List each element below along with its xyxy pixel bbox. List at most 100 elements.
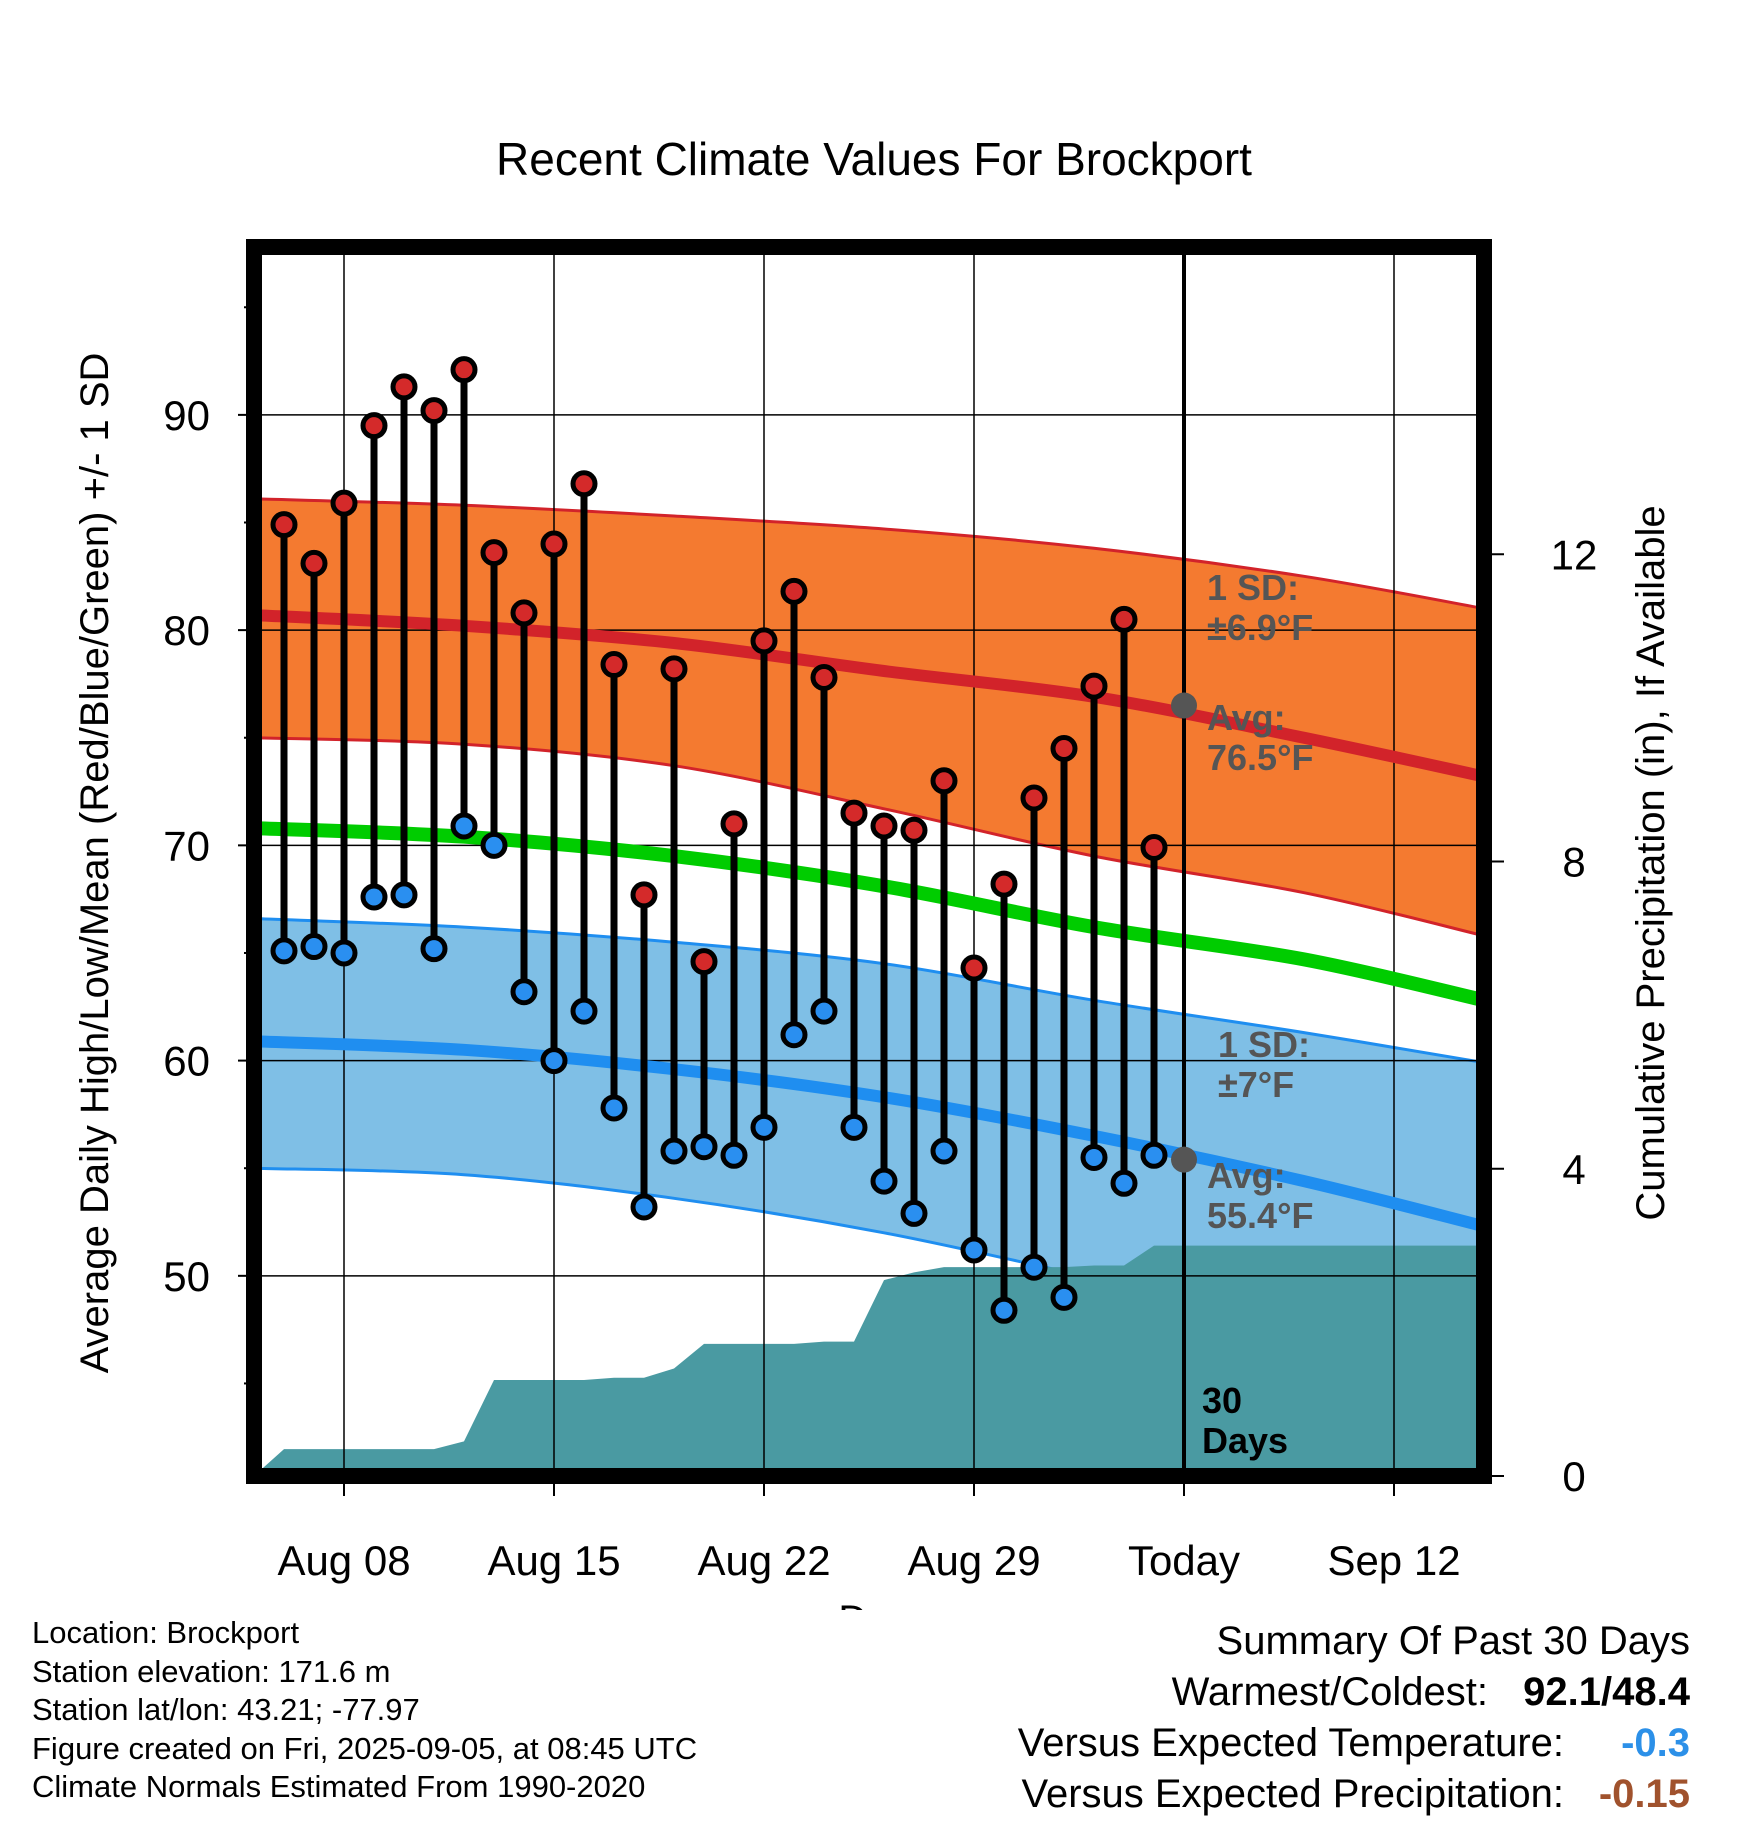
high-point	[660, 655, 688, 683]
x-tick-label: Today	[1128, 1537, 1240, 1584]
low-point	[930, 1137, 958, 1165]
high-point	[1020, 784, 1048, 812]
low-point	[390, 881, 418, 909]
low-point	[720, 1141, 748, 1169]
low-point	[360, 883, 388, 911]
low-point	[510, 978, 538, 1006]
climate-chart: Recent Climate Values For Brockport 1 SD…	[73, 133, 1673, 1610]
high-avg-label: Avg: 76.5°F	[1207, 697, 1313, 778]
station-info: Location: Brockport Station elevation: 1…	[32, 1614, 697, 1807]
low-sd-band	[254, 918, 1484, 1354]
precip-row: Versus Expected Precipitation: -0.15	[1018, 1769, 1690, 1820]
high-point	[1080, 672, 1108, 700]
x-tick-label: Aug 29	[907, 1537, 1040, 1584]
high-point	[1050, 735, 1078, 763]
precip-area	[254, 1245, 1484, 1476]
x-axis-label: Day	[838, 1598, 909, 1610]
low-point	[660, 1137, 688, 1165]
y2-tick-label: 12	[1551, 531, 1598, 578]
low-sd-label: 1 SD: ±7°F	[1218, 1024, 1310, 1105]
high-point	[990, 870, 1018, 898]
high-point	[600, 651, 628, 679]
low-point	[420, 935, 448, 963]
low-avg-marker	[1171, 1146, 1197, 1173]
low-point	[600, 1094, 628, 1122]
elevation-text: Station elevation: 171.6 m	[32, 1653, 391, 1689]
low-point	[450, 812, 478, 840]
high-point	[270, 511, 298, 539]
y-tick-label: 90	[163, 392, 210, 439]
high-point	[510, 599, 538, 627]
high-point	[420, 397, 448, 425]
latlon-text: Station lat/lon: 43.21; -77.97	[32, 1692, 420, 1727]
high-point	[870, 812, 898, 840]
normals-text: Climate Normals Estimated From 1990-2020	[32, 1769, 646, 1804]
high-point	[960, 954, 988, 982]
y-tick-label: 50	[163, 1253, 210, 1300]
low-avg-label: Avg: 55.4°F	[1207, 1155, 1313, 1236]
x-tick-label: Aug 22	[697, 1537, 830, 1584]
y2-tick-label: 0	[1562, 1453, 1585, 1500]
high-point	[750, 627, 778, 655]
low-point	[540, 1047, 568, 1075]
high-point	[1110, 605, 1138, 633]
summary-panel: Summary Of Past 30 Days Warmest/Coldest:…	[1018, 1616, 1690, 1820]
low-point	[630, 1193, 658, 1221]
y2-axis-label: Cumulative Precipitation (in), If Availa…	[1629, 505, 1673, 1220]
x-tick-label: Sep 12	[1327, 1537, 1460, 1584]
low-point	[300, 933, 328, 961]
low-point	[330, 939, 358, 967]
low-point	[1110, 1169, 1138, 1197]
high-point	[690, 948, 718, 976]
low-point	[270, 937, 298, 965]
precip-value: -0.15	[1598, 1772, 1690, 1816]
low-point	[1020, 1253, 1048, 1281]
y-axis-label: Average Daily High/Low/Mean (Red/Blue/Gr…	[73, 353, 117, 1374]
low-point	[810, 997, 838, 1025]
low-point	[780, 1021, 808, 1049]
high-point	[450, 356, 478, 384]
high-point	[900, 816, 928, 844]
high-point	[300, 549, 328, 577]
plot-area: 1 SD: ±6.9°F Avg: 76.5°F 1 SD: ±7°F Avg: 55.4°F…	[254, 247, 1484, 1476]
low-point	[1140, 1141, 1168, 1169]
high-sd-label: 1 SD: ±6.9°F	[1207, 567, 1313, 648]
low-point	[900, 1199, 928, 1227]
high-point	[360, 412, 388, 440]
precip-label: Versus Expected Precipitation:	[1021, 1772, 1564, 1816]
warmest-coldest-label: Warmest/Coldest:	[1171, 1670, 1488, 1714]
low-point	[840, 1113, 868, 1141]
high-point	[810, 663, 838, 691]
y2-tick-label: 4	[1562, 1146, 1585, 1193]
y2-tick-label: 8	[1562, 839, 1585, 886]
low-point	[990, 1296, 1018, 1324]
location-text: Location: Brockport	[32, 1615, 300, 1650]
x-tick-label: Aug 15	[487, 1537, 620, 1584]
low-point	[690, 1133, 718, 1161]
chart-title: Recent Climate Values For Brockport	[496, 133, 1252, 185]
y-tick-label: 60	[163, 1038, 210, 1085]
high-point	[1140, 834, 1168, 862]
today-days-label: 30 Days	[1202, 1380, 1288, 1461]
high-point	[480, 539, 508, 567]
x-tick-label: Aug 08	[277, 1537, 410, 1584]
high-sd-band	[254, 498, 1484, 936]
low-point	[570, 997, 598, 1025]
warmest-coldest-row: Warmest/Coldest: 92.1/48.4	[1018, 1667, 1690, 1718]
high-point	[390, 373, 418, 401]
high-point	[570, 470, 598, 498]
low-point	[480, 831, 508, 859]
low-point	[1080, 1143, 1108, 1171]
low-point	[870, 1167, 898, 1195]
high-point	[780, 577, 808, 605]
high-point	[720, 810, 748, 838]
high-point	[330, 489, 358, 517]
y-tick-label: 70	[163, 822, 210, 869]
low-point	[750, 1113, 778, 1141]
high-avg-marker	[1171, 692, 1197, 719]
high-point	[630, 881, 658, 909]
low-point	[1050, 1283, 1078, 1311]
created-text: Figure created on Fri, 2025-09-05, at 08…	[32, 1730, 698, 1766]
summary-heading: Summary Of Past 30 Days	[1216, 1619, 1690, 1663]
warmest-coldest-value: 92.1/48.4	[1523, 1670, 1690, 1714]
